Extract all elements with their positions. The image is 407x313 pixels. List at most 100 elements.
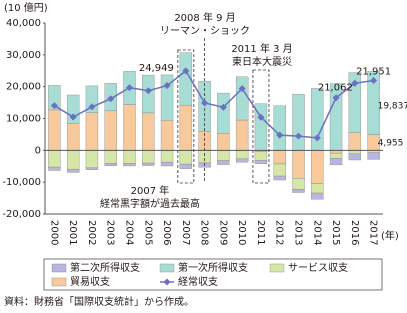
bar-segment [273,163,286,177]
y-tick-label: 20,000 [6,82,41,93]
bar-segment [292,150,305,179]
annotation: 経常黒字額が過去最高 [100,197,200,210]
line [53,69,374,139]
bar-segment [292,189,305,193]
x-unit: (年) [381,229,399,242]
legend-swatch [159,263,175,273]
bar-segment [273,150,286,165]
marker [50,102,58,110]
bar-segment [123,104,136,151]
bar-segment [311,183,324,194]
x-tick-label: 2006 [161,220,172,245]
bar-segment [179,150,193,165]
x-tick-label: 2005 [142,220,153,245]
bar-segment [160,120,174,151]
bar-segment [235,119,249,151]
x-tick-label: 2007 [180,220,191,245]
marker [238,85,246,93]
bar-segment [348,132,362,151]
marker [88,103,96,111]
x-tick-label: 2015 [330,220,341,245]
legend-swatch [163,278,171,286]
bar-segment [254,151,268,161]
bar-segment [123,163,136,167]
bar-segment [217,150,230,161]
bar-segment [66,123,80,151]
bar-segment [367,152,380,160]
bar-segment [48,85,61,111]
x-tick-label: 2003 [105,220,116,245]
bar-segment [348,153,362,161]
x-tick-label: 2016 [349,220,360,245]
y-tick-label: -10,000 [2,177,41,188]
x-tick-label: 2002 [86,220,97,245]
bar-segment [329,152,343,159]
bar-segment [254,160,268,164]
legend-swatch [51,263,67,273]
x-tick-label: 2000 [48,220,59,245]
marker [276,131,284,139]
bar-segment [48,166,61,171]
y-tick-label: -20,000 [2,209,41,220]
bar-segment [329,158,343,166]
annotation: 2011 年 3 月 [231,42,292,55]
bar-segment [142,162,155,166]
x-tick-label: 2012 [274,220,285,245]
bar-segment [123,150,136,164]
y-unit: (10 億円) [4,1,48,14]
bar-segment [273,105,286,151]
bar-segment [66,150,80,170]
bar-segment [292,93,305,151]
bar-segment [217,92,230,134]
data-label: 24,949 [139,63,174,74]
highlight-box [177,49,195,184]
marker [332,94,340,102]
bar-segment [85,150,99,169]
bar-segment [179,104,193,151]
bar-segment [311,192,324,200]
bar-segment [348,72,362,133]
data-label: 21,062 [318,82,353,93]
bar-segment [273,175,286,181]
x-tick-label: 2011 [255,220,266,245]
bar-segment [235,150,249,160]
marker [144,87,152,95]
bar-segment [235,76,249,121]
legend-label: 第一次所得収支 [178,261,248,274]
x-tick-label: 2009 [217,220,228,245]
annotation: 2008 年 9 月 [174,11,235,24]
legend-box [43,258,383,291]
legend-swatch [269,263,285,273]
bar-segment [66,168,80,173]
y-tick-label: 10,000 [6,114,41,125]
x-tick-label: 2008 [199,220,210,245]
legend-label: 貿易収支 [70,276,110,288]
bar-segment [217,160,230,165]
bar-segment [160,161,174,167]
x-tick-label: 2013 [293,220,304,245]
y-tick-label: 0 [35,145,41,156]
legend-label: サービス収支 [288,262,348,274]
bar-segment [367,71,380,135]
data-label: 21,951 [356,66,391,77]
legend-swatch [51,277,67,287]
annotation: 2007 年 [131,184,170,197]
bar-segment [48,150,61,168]
marker [351,79,359,87]
legend-label: 経常収支 [178,275,218,288]
marker [107,95,115,103]
bar-segment [235,158,249,163]
bar-segment [104,150,117,164]
marker [201,99,209,107]
marker [182,67,190,75]
bar-segment [292,178,305,190]
x-tick-label: 2014 [311,220,322,245]
marker [313,134,321,142]
bar-segment [85,167,99,170]
source: 資料：財務省「国際収支統計」から作成。 [4,295,194,308]
legend-label: 第二次所得収支 [70,261,140,274]
bar-segment [104,110,117,151]
marker [126,84,133,92]
x-tick-label: 2010 [236,220,247,245]
